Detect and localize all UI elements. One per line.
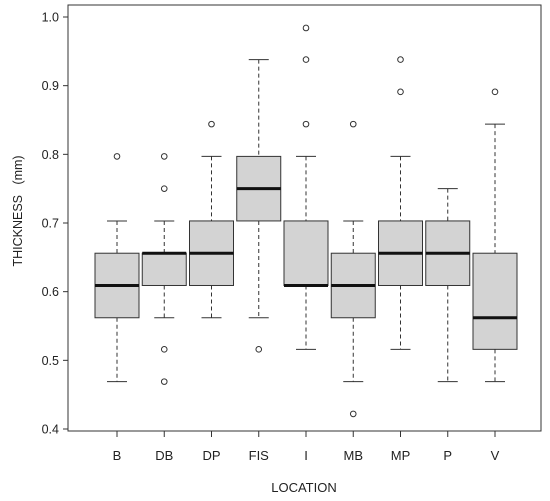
box-p bbox=[425, 188, 471, 383]
box-b bbox=[94, 153, 140, 383]
x-tick-label: FIS bbox=[249, 448, 270, 463]
outlier-point bbox=[113, 153, 121, 160]
box-v bbox=[472, 88, 518, 383]
x-axis: B DB DP FIS I MB MP P V bbox=[113, 431, 500, 463]
x-tick-label: DB bbox=[155, 448, 173, 463]
y-tick-label: 0.5 bbox=[42, 354, 59, 368]
x-tick-label: MP bbox=[391, 448, 411, 463]
box-dp bbox=[189, 120, 234, 319]
boxes-layer bbox=[94, 24, 518, 418]
box-fis bbox=[236, 59, 282, 353]
outlier-point bbox=[349, 410, 357, 418]
box-mb bbox=[330, 120, 376, 418]
x-tick-label: B bbox=[113, 448, 122, 463]
y-axis-label: THICKNESS (mm) bbox=[11, 155, 25, 266]
x-tick-label: P bbox=[443, 448, 452, 463]
y-axis: 0.4 0.5 0.6 0.7 0.8 0.9 1.0 bbox=[42, 11, 68, 437]
plot-frame bbox=[67, 4, 542, 432]
outlier-point bbox=[208, 120, 215, 128]
box-iqr bbox=[472, 252, 518, 350]
y-tick-label: 0.4 bbox=[42, 423, 59, 437]
y-tick-label: 0.6 bbox=[42, 285, 59, 299]
outlier-point bbox=[349, 120, 357, 128]
x-tick-label: DP bbox=[202, 448, 220, 463]
outlier-point bbox=[160, 153, 168, 160]
outlier-point bbox=[255, 346, 263, 353]
x-tick-label: I bbox=[304, 448, 308, 463]
box-iqr bbox=[141, 252, 187, 286]
outlier-point bbox=[302, 24, 310, 32]
box-db bbox=[141, 153, 187, 385]
x-tick-label: V bbox=[491, 448, 500, 463]
y-tick-label: 0.9 bbox=[42, 79, 59, 93]
y-tick-label: 1.0 bbox=[42, 11, 59, 25]
box-iqr bbox=[283, 220, 329, 286]
outlier-point bbox=[160, 378, 168, 385]
outlier-point bbox=[302, 56, 310, 63]
y-tick-label: 0.7 bbox=[42, 217, 59, 231]
box-mp bbox=[378, 56, 423, 350]
box-i bbox=[283, 24, 329, 350]
outlier-point bbox=[160, 346, 168, 353]
outlier-point bbox=[160, 185, 168, 192]
outlier-point bbox=[397, 88, 404, 96]
outlier-point bbox=[397, 56, 404, 63]
y-tick-label: 0.8 bbox=[42, 148, 59, 162]
x-axis-label: LOCATION bbox=[271, 480, 337, 495]
outlier-point bbox=[302, 120, 310, 128]
outlier-point bbox=[491, 88, 499, 96]
x-tick-label: MB bbox=[344, 448, 364, 463]
